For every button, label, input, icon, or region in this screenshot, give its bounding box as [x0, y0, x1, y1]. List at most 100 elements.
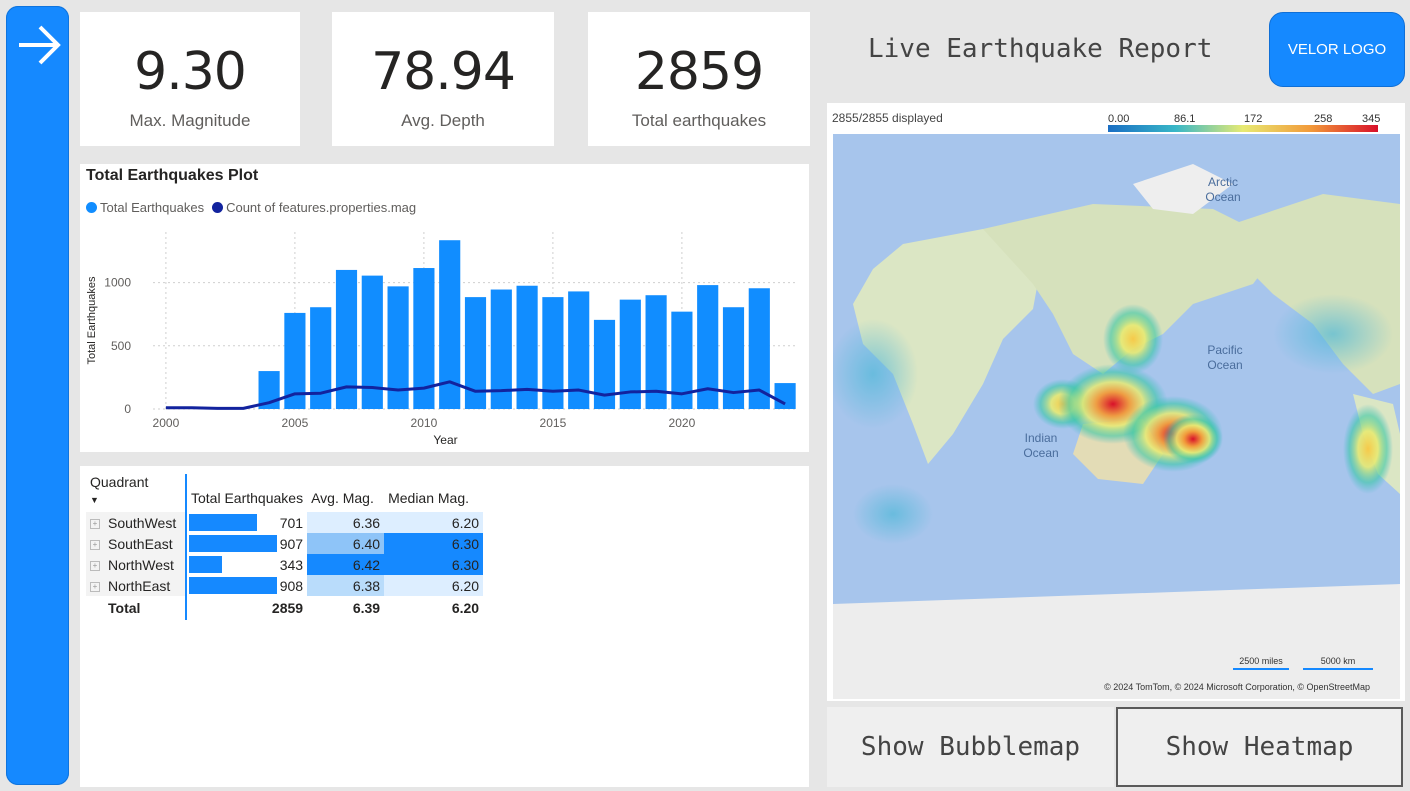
- x-tick-label: 2010: [411, 416, 438, 430]
- matrix-cell-total: 343: [184, 554, 308, 575]
- legend-item-count[interactable]: Count of features.properties.mag: [212, 200, 416, 215]
- scale-km: 5000 km: [1321, 656, 1356, 666]
- bar-2006: [310, 307, 332, 409]
- matrix-row[interactable]: + NorthEast 908 6.38 6.20: [86, 575, 484, 596]
- line-count-series: [165, 380, 786, 410]
- quadrant-label: NorthEast: [108, 577, 171, 594]
- matrix-cell-avg: 6.36: [307, 512, 385, 533]
- bar-2010: [413, 268, 435, 409]
- bar-2023: [748, 288, 770, 409]
- total-label: Total: [108, 600, 141, 616]
- legend-item-total[interactable]: Total Earthquakes: [86, 200, 204, 215]
- land-asia: [983, 204, 1283, 374]
- kpi-value: 2859: [634, 42, 764, 102]
- label-arctic-ocean: Arctic Ocean: [1205, 175, 1240, 204]
- bar-2012: [464, 297, 487, 409]
- land-antarctica: [833, 584, 1400, 699]
- legend-label: Count of features.properties.mag: [226, 200, 417, 215]
- median-value: 6.20: [451, 514, 480, 531]
- bar-2019: [645, 295, 667, 409]
- x-tick-label: 2005: [282, 416, 309, 430]
- total-value: 907: [279, 535, 304, 552]
- matrix-cell-total: 908: [184, 575, 308, 596]
- matrix-row[interactable]: + NorthWest 343 6.42 6.30: [86, 554, 484, 575]
- bar-2008: [361, 275, 383, 409]
- x-tick-label: 2000: [153, 416, 180, 430]
- avg-value: 6.42: [352, 556, 381, 573]
- map-attribution[interactable]: © 2024 TomTom, © 2024 Microsoft Corporat…: [1104, 682, 1370, 692]
- matrix-cell-avg: 6.40: [307, 533, 385, 554]
- data-bar: [189, 535, 277, 552]
- matrix-row[interactable]: + SouthWest 701 6.36 6.20: [86, 512, 484, 533]
- quadrant-matrix-card: Quadrant ▼ Total Earthquakes Avg. Mag. Me…: [80, 466, 809, 787]
- bar-2016: [568, 291, 590, 409]
- sort-desc-icon: ▼: [90, 495, 99, 505]
- data-bar: [189, 514, 257, 531]
- label-indian-ocean: Indian Ocean: [1023, 431, 1058, 460]
- arrow-right-icon[interactable]: [14, 20, 64, 70]
- bar-2013: [490, 289, 512, 409]
- legend-dot: [86, 202, 97, 213]
- kpi-value: 9.30: [134, 42, 247, 102]
- total-total: 2859: [184, 596, 308, 620]
- data-bar: [189, 577, 277, 594]
- median-value: 6.30: [451, 535, 480, 552]
- x-tick-label: 2015: [540, 416, 567, 430]
- y-axis-title: Total Earthquakes: [86, 276, 98, 365]
- label-pacific-ocean: Pacific Ocean: [1207, 343, 1242, 372]
- expand-icon[interactable]: +: [90, 539, 100, 550]
- y-tick-label: 0: [124, 402, 131, 416]
- bar-2018: [619, 299, 641, 409]
- kpi-label: Total earthquakes: [631, 111, 767, 130]
- matrix-header-total[interactable]: Total Earthquakes: [184, 474, 308, 512]
- scale-tick: 86.1: [1174, 113, 1195, 125]
- matrix-cell-quadrant: + NorthEast: [86, 575, 186, 596]
- bar-2015: [542, 297, 564, 409]
- total-avg: 6.39: [352, 600, 381, 616]
- show-bubblemap-button[interactable]: Show Bubblemap: [827, 707, 1114, 787]
- matrix-cell-avg: 6.38: [307, 575, 385, 596]
- median-value: 6.30: [451, 556, 480, 573]
- matrix-cell-quadrant: + SouthEast: [86, 533, 186, 554]
- heatmap-card: 2855/2855 displayed 0.00 86.1 172 258 34…: [827, 103, 1405, 701]
- scale-tick: 0.00: [1108, 113, 1129, 125]
- report-title: Live Earthquake Report: [868, 34, 1213, 64]
- matrix-header-quadrant[interactable]: Quadrant ▼: [86, 474, 186, 512]
- matrix-total-row: Total 2859 6.39 6.20: [86, 596, 483, 620]
- kpi-value: 78.94: [371, 42, 516, 102]
- kpi-label: Max. Magnitude: [129, 111, 251, 130]
- kpi-label: Avg. Depth: [401, 111, 485, 130]
- total-value: 343: [279, 556, 304, 573]
- quadrant-label: SouthEast: [108, 535, 173, 552]
- show-heatmap-button[interactable]: Show Heatmap: [1116, 707, 1403, 787]
- matrix-cell-median: 6.20: [384, 575, 484, 596]
- y-tick-label: 1000: [104, 276, 131, 290]
- logo-button[interactable]: VELOR LOGO: [1269, 12, 1405, 87]
- bar-2021: [697, 285, 719, 409]
- avg-value: 6.40: [352, 535, 381, 552]
- bar-2020: [671, 311, 693, 409]
- expand-icon[interactable]: +: [90, 581, 100, 592]
- world-heatmap[interactable]: Arctic Ocean Pacific Ocean Indian Ocean 250…: [833, 134, 1400, 699]
- earthquakes-chart-card: Total Earthquakes Plot Total Earthquakes…: [80, 164, 809, 452]
- matrix-row[interactable]: + SouthEast 907 6.40 6.30: [86, 533, 484, 554]
- matrix-cell-median: 6.20: [384, 512, 484, 533]
- avg-value: 6.38: [352, 577, 381, 594]
- quadrant-matrix: Quadrant ▼ Total Earthquakes Avg. Mag. Me…: [86, 474, 484, 620]
- bar-2014: [516, 285, 538, 409]
- bar-2009: [387, 286, 409, 409]
- y-tick-label: 500: [111, 339, 131, 353]
- scale-miles: 2500 miles: [1239, 656, 1283, 666]
- legend-label: Total Earthquakes: [100, 200, 205, 215]
- bar-2005: [284, 312, 306, 409]
- quadrant-label: NorthWest: [108, 556, 174, 573]
- avg-value: 6.36: [352, 514, 381, 531]
- bar-2024: [774, 383, 796, 409]
- bar-2022: [722, 307, 745, 409]
- matrix-cell-total: 907: [184, 533, 308, 554]
- earthquakes-chart: 0 500 1000 2000 2005 2010 2015 2020 Year Total Ea…: [86, 232, 798, 447]
- expand-icon[interactable]: +: [90, 518, 100, 529]
- matrix-header-median[interactable]: Median Mag.: [388, 490, 470, 506]
- matrix-header-avg[interactable]: Avg. Mag.: [311, 490, 374, 506]
- expand-icon[interactable]: +: [90, 560, 100, 571]
